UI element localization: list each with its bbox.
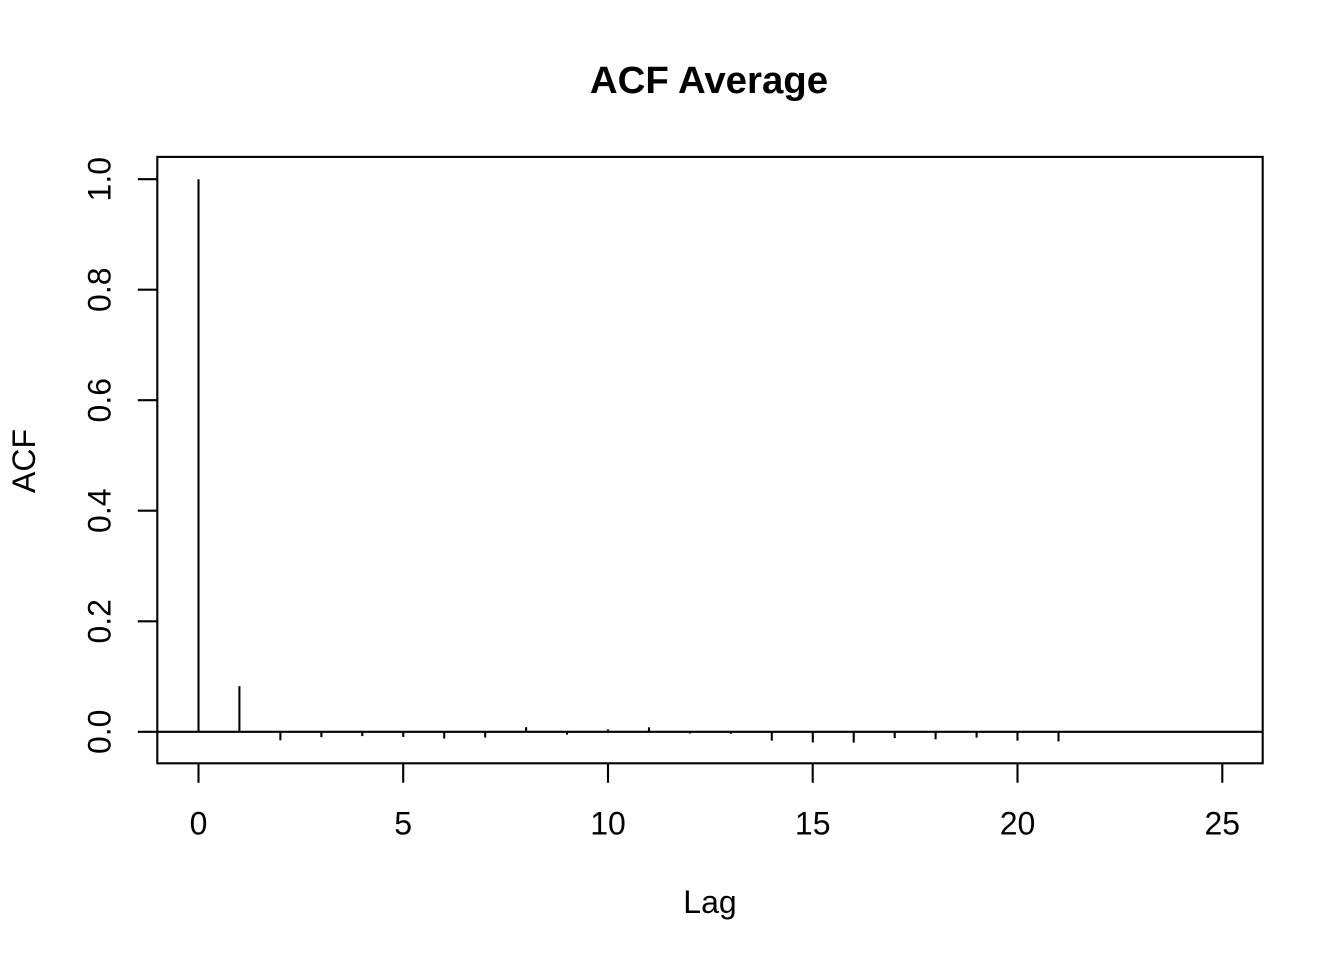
svg-text:1.0: 1.0 <box>82 157 118 201</box>
svg-text:0.4: 0.4 <box>82 488 118 532</box>
svg-text:10: 10 <box>590 806 626 842</box>
svg-text:ACF Average: ACF Average <box>590 59 828 102</box>
svg-text:20: 20 <box>1000 806 1036 842</box>
svg-text:15: 15 <box>795 806 831 842</box>
svg-text:25: 25 <box>1205 806 1241 842</box>
svg-text:0: 0 <box>190 806 208 842</box>
svg-text:0.8: 0.8 <box>82 267 118 311</box>
svg-text:5: 5 <box>394 806 412 842</box>
svg-text:ACF: ACF <box>6 429 42 493</box>
svg-text:0.2: 0.2 <box>82 599 118 643</box>
svg-text:Lag: Lag <box>683 884 736 920</box>
svg-text:0.0: 0.0 <box>82 710 118 754</box>
svg-text:0.6: 0.6 <box>82 378 118 422</box>
